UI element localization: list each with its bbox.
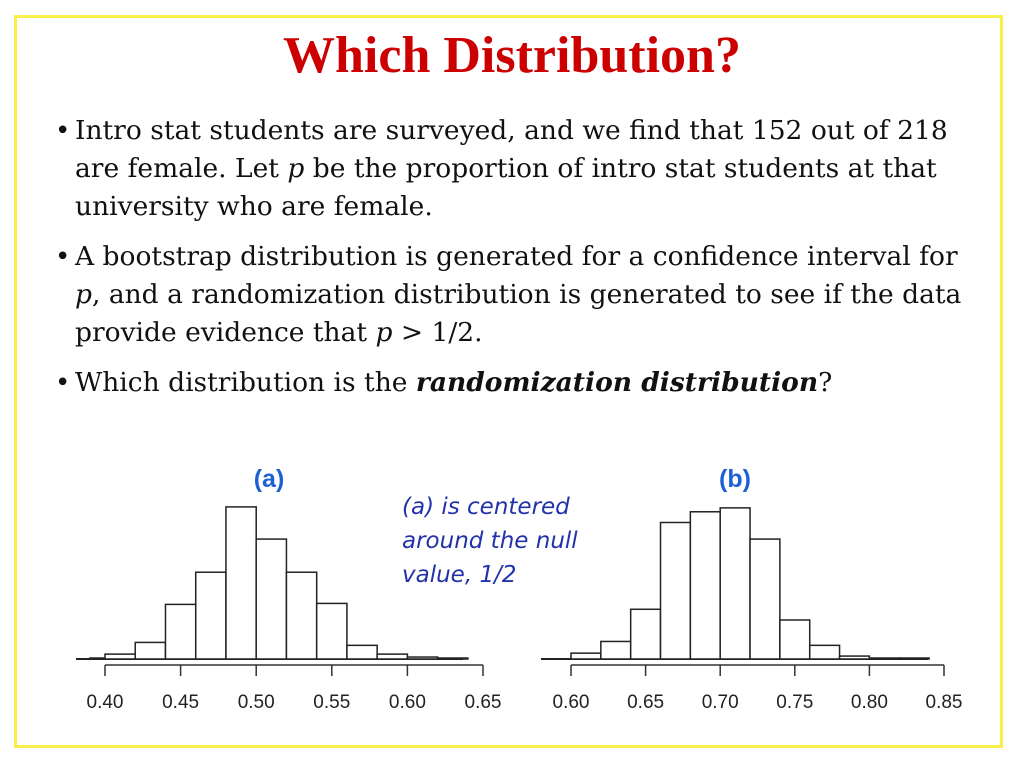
bullet-list: • Intro stat students are surveyed, and … (55, 112, 975, 414)
bullet-text: Which distribution is the (75, 367, 416, 398)
bullet-text: A bootstrap distribution is generated fo… (75, 241, 958, 272)
bullet-text: ? (818, 367, 833, 398)
histogram-bar (225, 506, 257, 660)
histogram-bar (689, 511, 721, 660)
histogram-bar (285, 571, 318, 660)
histogram-bar (749, 538, 781, 660)
histogram-bar (89, 657, 106, 660)
histogram-bar (436, 657, 469, 660)
x-tick-label: 0.50 (238, 692, 275, 713)
histogram-bar (570, 652, 602, 660)
x-tick-label: 0.85 (926, 692, 963, 713)
bullet-item: • A bootstrap distribution is generated f… (55, 238, 975, 352)
x-tick-label: 0.55 (313, 692, 350, 713)
bullet-item: • Which distribution is the randomization… (55, 364, 975, 402)
x-tick-label: 0.60 (389, 692, 426, 713)
histogram-bar (808, 644, 841, 660)
histogram-bar (315, 602, 348, 660)
histogram-bar (104, 653, 136, 660)
histogram-bar (164, 603, 197, 660)
bullet-text: p (375, 317, 393, 348)
histogram-bar (838, 655, 871, 660)
slide-title: Which Distribution? (283, 27, 741, 84)
histogram-bar (659, 521, 692, 660)
bullet-dot: • (55, 242, 71, 272)
bullet-item: • Intro stat students are surveyed, and … (55, 112, 975, 226)
bullet-text: > 1/2. (392, 317, 483, 348)
histogram-bar (868, 657, 900, 660)
bullet-text: , and a randomization distribution is ge… (75, 279, 962, 348)
x-tick-label: 0.70 (702, 692, 739, 713)
histogram-bar (255, 538, 288, 660)
histogram-bar (134, 641, 167, 660)
chart-title: (b) (719, 465, 751, 493)
histogram-bar (346, 644, 378, 660)
x-tick-label: 0.65 (627, 692, 664, 713)
x-tick-label: 0.45 (162, 692, 199, 713)
bullet-text: p (75, 279, 92, 310)
x-tick-label: 0.40 (87, 692, 124, 713)
histogram-bar (629, 608, 662, 660)
histogram-bar (600, 640, 632, 660)
bullet-dot: • (55, 116, 71, 146)
bullet-text: p (287, 153, 305, 184)
histogram-bar (406, 656, 439, 660)
annotation-note: (a) is centered around the null value, 1… (402, 494, 578, 588)
chart-title: (a) (254, 465, 285, 493)
x-tick-label: 0.80 (851, 692, 888, 713)
x-tick-label: 0.75 (776, 692, 813, 713)
bullet-text: be the proportion of intro stat students… (75, 153, 937, 222)
x-tick-label: 0.60 (553, 692, 590, 713)
histogram-bar (719, 507, 751, 660)
bullet-text: randomization distribution (415, 367, 819, 398)
histogram-bar (779, 619, 811, 660)
histogram-bar (898, 657, 930, 660)
histogram-bar (376, 653, 409, 660)
histogram-bar (194, 571, 227, 660)
bullet-dot: • (55, 368, 71, 398)
x-tick-label: 0.65 (465, 692, 502, 713)
bullet-text: Intro stat students are surveyed, and we… (75, 115, 948, 184)
slide-frame (14, 15, 1003, 748)
